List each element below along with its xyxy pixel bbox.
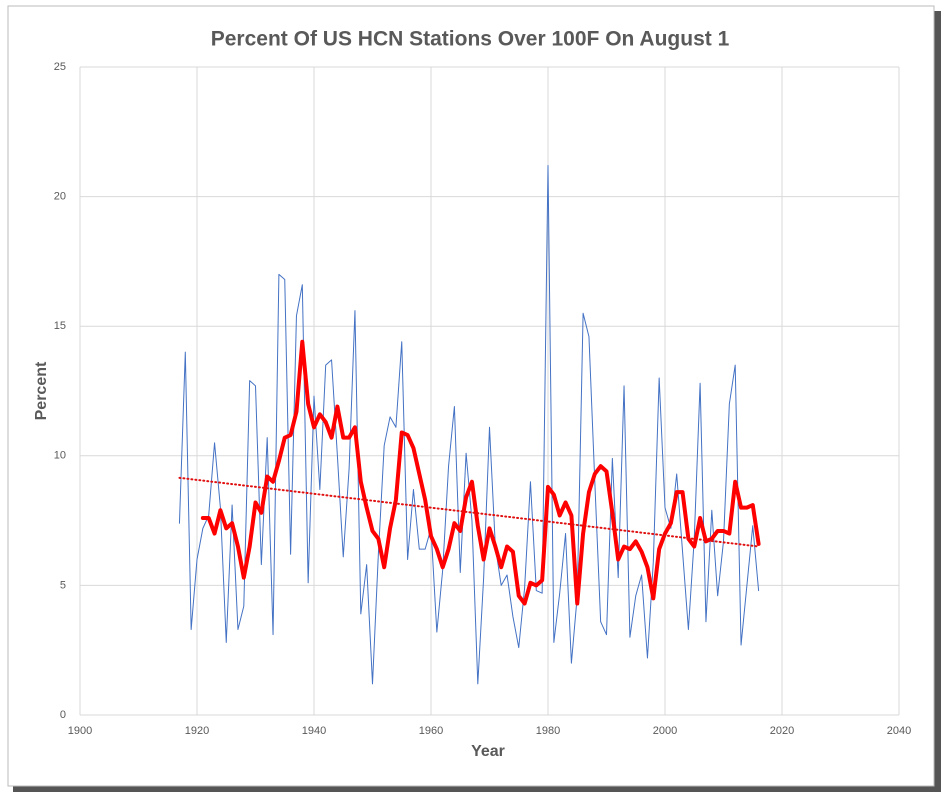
chart-title: Percent Of US HCN Stations Over 100F On … [211,28,730,51]
trend-line [178,476,760,548]
x-axis-label: Year [471,743,505,760]
y-tick-label: 10 [54,450,66,462]
frame [7,5,935,787]
y-tick-label: 25 [54,61,66,73]
x-tick-label: 1920 [185,725,209,737]
x-tick-label: 1900 [68,725,92,737]
y-tick-label: 0 [60,709,66,721]
series-line [200,339,761,606]
x-tick-label: 1960 [419,725,443,737]
x-tick-label: 2040 [887,725,911,737]
y-tick-label: 5 [60,579,66,591]
y-tick-label: 15 [54,320,66,332]
x-tick-label: 2000 [653,725,677,737]
x-tick-label: 1940 [302,725,326,737]
y-axis-label: Percent [33,361,50,420]
x-tick-label: 2020 [770,725,794,737]
y-tick-label: 20 [54,191,66,203]
x-tick-label: 1980 [536,725,560,737]
